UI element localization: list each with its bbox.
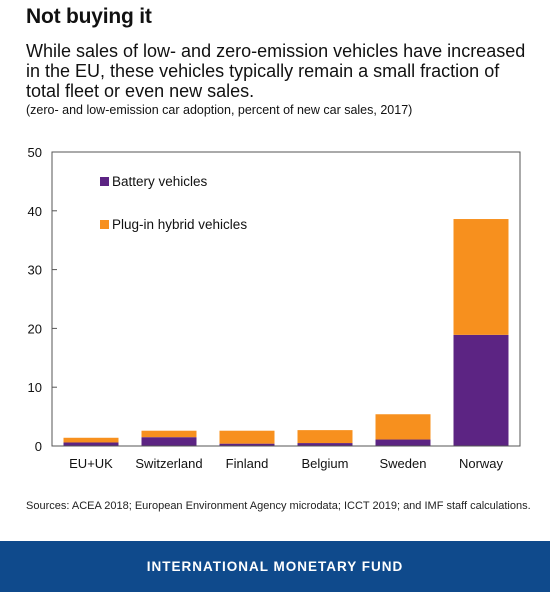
x-axis: EU+UK Switzerland Finland Belgium Sweden Norw… <box>69 456 503 471</box>
y-tick-label: 50 <box>28 145 42 160</box>
bar-plugin-hybrid-belgium <box>297 430 353 444</box>
x-tick-label: Norway <box>459 456 504 471</box>
x-tick-label: EU+UK <box>69 456 113 471</box>
x-tick-label: Switzerland <box>135 456 202 471</box>
legend: Battery vehicles Plug-in hybrid vehicles <box>100 174 247 232</box>
y-tick-label: 40 <box>28 204 42 219</box>
bar-plugin-hybrid-sweden <box>375 414 431 440</box>
plot-frame <box>51 151 521 447</box>
bar-plugin-hybrid-switzerland <box>141 430 197 438</box>
bar-plugin-hybrid-eu-uk <box>63 437 119 443</box>
bar-battery-finland <box>219 443 275 446</box>
bars <box>63 219 509 446</box>
y-tick-label: 0 <box>35 439 42 454</box>
footer-bar: INTERNATIONAL MONETARY FUND <box>0 541 550 592</box>
bar-battery-belgium <box>297 443 353 446</box>
y-tick-label: 30 <box>28 263 42 278</box>
x-tick-label: Sweden <box>380 456 427 471</box>
y-tick-label: 20 <box>28 321 42 336</box>
x-tick-label: Belgium <box>302 456 349 471</box>
legend-label: Plug-in hybrid vehicles <box>112 217 247 232</box>
legend-swatch <box>100 177 109 186</box>
source-note: Sources: ACEA 2018; European Environment… <box>26 500 531 512</box>
legend-swatch <box>100 220 109 229</box>
bar-battery-sweden <box>375 439 431 446</box>
bar-plugin-hybrid-finland <box>219 430 275 444</box>
bar-battery-norway <box>453 334 509 446</box>
chart-title: Not buying it <box>26 5 152 28</box>
x-tick-label: Finland <box>226 456 269 471</box>
chart-note: (zero- and low-emission car adoption, pe… <box>26 103 413 117</box>
bar-battery-switzerland <box>141 437 197 446</box>
bar-plugin-hybrid-norway <box>453 219 509 335</box>
y-tick-label: 10 <box>28 380 42 395</box>
legend-label: Battery vehicles <box>112 174 208 189</box>
footer-label: INTERNATIONAL MONETARY FUND <box>146 559 404 574</box>
stacked-bar-chart: 0 10 20 30 40 50 EU+UK Switzerland Finland Belgi… <box>28 145 521 471</box>
y-axis: 0 10 20 30 40 50 <box>28 145 57 454</box>
chart-subtitle: While sales of low- and zero-emission ve… <box>26 41 526 101</box>
bar-battery-eu-uk <box>63 442 119 446</box>
